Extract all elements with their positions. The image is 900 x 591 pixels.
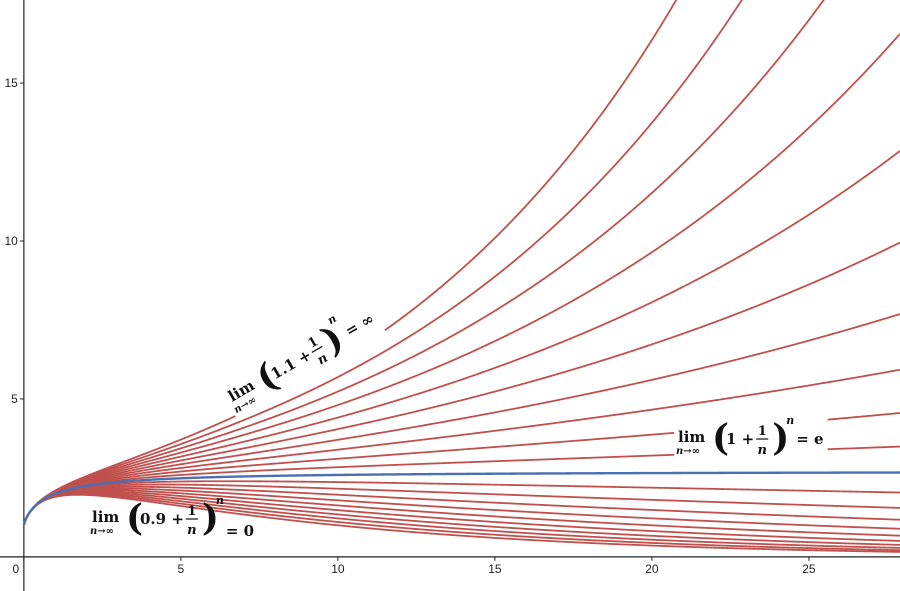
annotation-bg: [674, 418, 828, 462]
function-curve: [23, 150, 900, 526]
x-tick-label: 0: [13, 562, 20, 576]
lim: lim: [92, 508, 119, 526]
denominator: n: [758, 443, 767, 458]
function-curve: [22, 471, 900, 526]
result: = e: [796, 430, 823, 448]
fraction-bar: [311, 345, 323, 353]
function-curve: [23, 483, 900, 526]
paren-close: ): [202, 497, 219, 539]
function-curve: [23, 480, 900, 526]
numerator: 1: [187, 504, 196, 519]
exponent: n: [216, 494, 224, 507]
function-curve: [23, 0, 743, 526]
annotation-bg: [216, 297, 388, 422]
paren-close: ): [772, 417, 789, 459]
y-tick-label: 15: [5, 76, 19, 90]
function-curve: [23, 33, 900, 526]
result: = 0: [226, 522, 254, 540]
function-curve: [23, 0, 825, 526]
function-curve: [23, 368, 900, 526]
function-curve: [23, 485, 900, 526]
x-tick-label: 15: [488, 562, 502, 576]
curves: [22, 0, 900, 553]
lim-sub: n→∞: [90, 526, 114, 537]
function-curve: [23, 491, 900, 546]
exponent: n: [786, 414, 794, 427]
function-curve: [23, 313, 900, 526]
function-curve: [23, 241, 900, 526]
function-curve: [23, 487, 900, 530]
x-tick-label: 5: [178, 562, 185, 576]
x-tick-label: 20: [645, 562, 659, 576]
lim-sub: n→∞: [676, 446, 700, 457]
function-curve: [23, 493, 900, 553]
function-curve: [23, 492, 900, 549]
base: 1 +: [726, 430, 754, 448]
base: 0.9 +: [140, 510, 184, 528]
x-tick-label: 25: [802, 562, 816, 576]
paren: (: [126, 497, 143, 539]
paren: (: [712, 417, 729, 459]
y-tick-label: 10: [5, 234, 19, 248]
function-curve: [23, 493, 900, 552]
x-tick-label: 10: [331, 562, 345, 576]
denominator: n: [187, 523, 196, 538]
lim: lim: [678, 428, 705, 446]
y-tick-label: 5: [11, 392, 18, 406]
function-curve: [23, 0, 678, 526]
function-curve: [23, 490, 900, 542]
function-curve: [23, 489, 900, 537]
numerator: 1: [758, 424, 767, 439]
